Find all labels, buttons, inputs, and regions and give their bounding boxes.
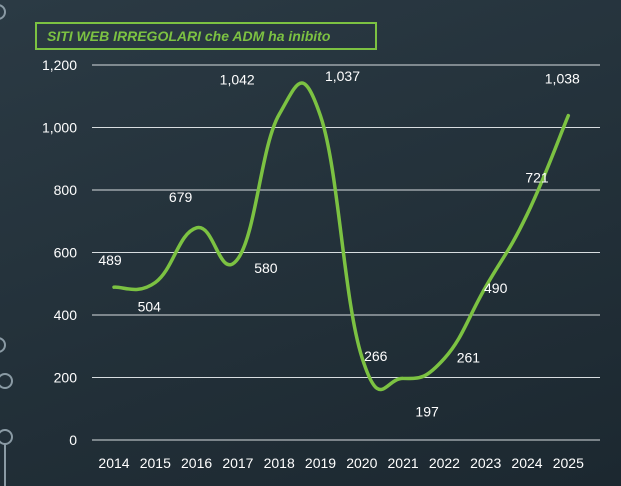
x-tick-label: 2019 [305, 455, 336, 471]
decorative-circuit [0, 4, 13, 486]
x-tick-label: 2020 [346, 455, 377, 471]
x-tick-label: 2024 [511, 455, 542, 471]
x-tick-label: 2017 [222, 455, 253, 471]
x-tick-label: 2021 [388, 455, 419, 471]
x-tick-label: 2018 [264, 455, 295, 471]
y-tick-label: 600 [54, 245, 78, 261]
y-tick-label: 400 [54, 307, 78, 323]
data-label: 721 [525, 170, 549, 186]
y-tick-label: 0 [69, 432, 77, 448]
y-tick-label: 800 [54, 182, 78, 198]
x-tick-label: 2023 [470, 455, 501, 471]
x-tick-label: 2015 [140, 455, 171, 471]
x-tick-label: 2016 [181, 455, 212, 471]
data-label: 504 [138, 299, 162, 315]
y-tick-label: 1,200 [42, 57, 77, 73]
chart-title: SITI WEB IRREGOLARI che ADM ha inibito [35, 22, 377, 50]
series-line [112, 81, 571, 392]
data-label: 679 [169, 189, 193, 205]
data-label: 1,037 [325, 68, 360, 84]
data-label: 1,038 [545, 71, 580, 87]
x-tick-label: 2022 [429, 455, 460, 471]
y-tick-label: 200 [54, 370, 78, 386]
data-label: 266 [364, 348, 388, 364]
x-tick-label: 2014 [98, 455, 129, 471]
data-label: 197 [415, 403, 439, 419]
data-label: 261 [457, 349, 481, 365]
data-label: 490 [484, 280, 508, 296]
data-label: 489 [98, 252, 122, 268]
data-label: 1,042 [220, 71, 255, 87]
data-label: 580 [254, 260, 278, 276]
y-tick-label: 1,000 [42, 120, 77, 136]
x-tick-label: 2025 [553, 455, 584, 471]
